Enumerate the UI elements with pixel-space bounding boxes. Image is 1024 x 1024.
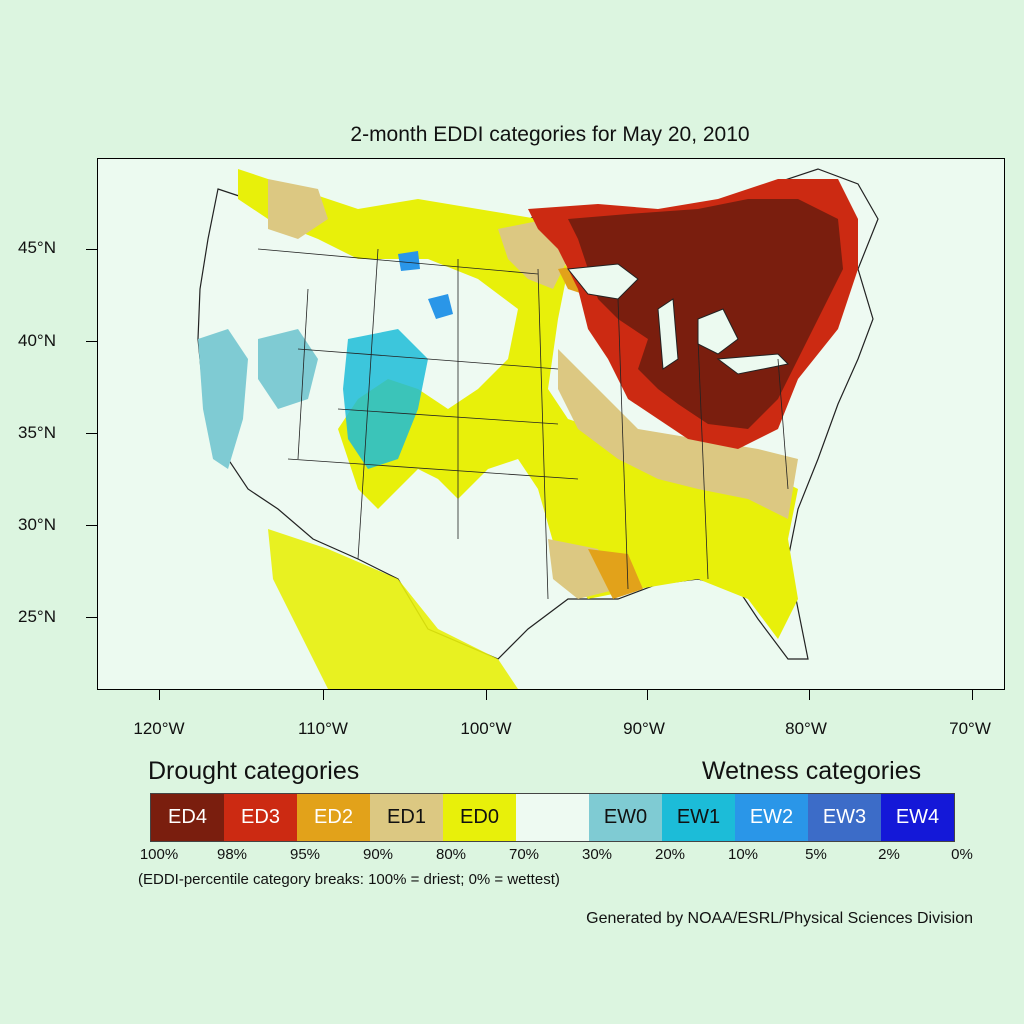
ew2-region — [398, 251, 453, 319]
category-color-bar: ED4 ED3 ED2 ED1 ED0 EW0 EW1 EW2 EW3 EW4 — [150, 793, 955, 842]
lon-tick — [486, 689, 487, 700]
percentile-label: 5% — [805, 846, 827, 863]
category-swatch-ew4: EW4 — [881, 794, 954, 841]
drought-heading: Drought categories — [148, 757, 360, 785]
category-swatch-ed3: ED3 — [224, 794, 297, 841]
lon-tick — [647, 689, 648, 700]
map-title: 2-month EDDI categories for May 20, 2010 — [350, 123, 750, 146]
eddi-map — [97, 158, 1005, 690]
category-swatch-ed1: ED1 — [370, 794, 443, 841]
lon-tick — [323, 689, 324, 700]
percentile-label: 30% — [581, 846, 613, 863]
great-lakes — [567, 263, 790, 375]
category-swatch-neutral — [516, 794, 589, 841]
ed1-region-3 — [558, 349, 798, 519]
lon-tick — [972, 689, 973, 700]
ew0-region — [198, 329, 248, 469]
lon-tick — [159, 689, 160, 700]
percentile-label: 80% — [435, 846, 467, 863]
lat-tick — [86, 433, 97, 434]
category-swatch-ed0: ED0 — [443, 794, 516, 841]
percentile-label: 90% — [362, 846, 394, 863]
percentile-label: 95% — [289, 846, 321, 863]
lon-label-70: 70°W — [949, 719, 991, 738]
lat-tick — [86, 525, 97, 526]
category-swatch-ew2: EW2 — [735, 794, 808, 841]
lat-label-35: 35°N — [18, 423, 56, 442]
percentile-label: 100% — [139, 846, 179, 863]
lon-label-110: 110°W — [298, 719, 348, 738]
percentile-label: 98% — [216, 846, 248, 863]
ed2-region-2 — [588, 549, 643, 599]
percentile-label: 70% — [508, 846, 540, 863]
map-canvas — [197, 168, 879, 689]
lat-label-40: 40°N — [18, 331, 56, 350]
ed1-region — [268, 179, 328, 239]
lat-tick — [86, 617, 97, 618]
credit-text: Generated by NOAA/ESRL/Physical Sciences… — [586, 910, 973, 927]
lon-label-120: 120°W — [133, 719, 185, 738]
percentile-label: 0% — [951, 846, 973, 863]
mexico-land — [268, 529, 518, 689]
percentile-label: 2% — [878, 846, 900, 863]
wetness-heading: Wetness categories — [702, 757, 922, 785]
ed0-region — [238, 169, 798, 639]
ew1-region — [343, 329, 428, 469]
ed4-region — [568, 199, 843, 429]
lat-tick — [86, 249, 97, 250]
percentile-label: 10% — [727, 846, 759, 863]
category-swatch-ew1: EW1 — [662, 794, 735, 841]
percentile-label: 20% — [654, 846, 686, 863]
lon-label-100: 100°W — [460, 719, 512, 738]
lon-label-90: 90°W — [623, 719, 665, 738]
lon-label-80: 80°W — [785, 719, 827, 738]
lat-label-30: 30°N — [18, 515, 56, 534]
category-swatch-ew3: EW3 — [808, 794, 881, 841]
state-boundaries — [257, 248, 789, 600]
category-swatch-ew0: EW0 — [589, 794, 662, 841]
lat-tick — [86, 341, 97, 342]
percentile-note: (EDDI-percentile category breaks: 100% =… — [138, 871, 560, 888]
category-swatch-ed4: ED4 — [151, 794, 224, 841]
lon-tick — [809, 689, 810, 700]
category-swatch-ed2: ED2 — [297, 794, 370, 841]
lat-label-25: 25°N — [18, 607, 56, 626]
lat-label-45: 45°N — [18, 238, 56, 257]
